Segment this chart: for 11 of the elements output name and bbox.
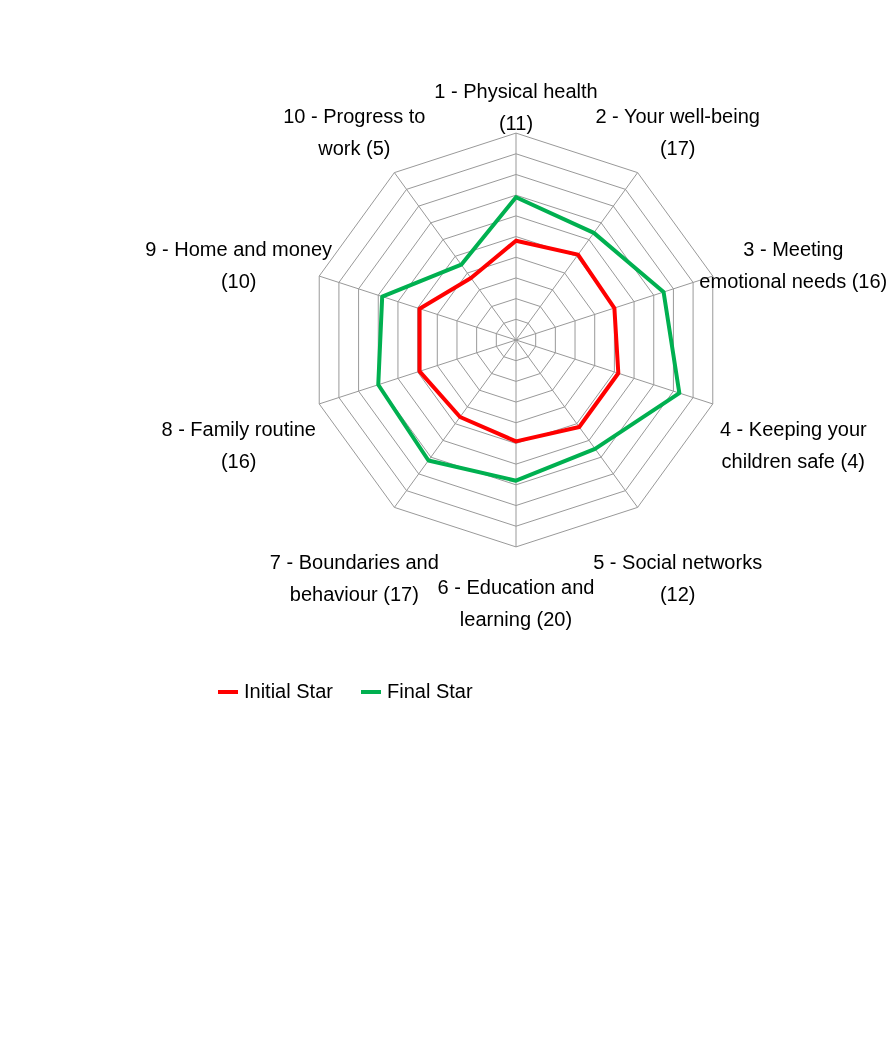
spoke-label: 2 - Your well-being (17) bbox=[595, 105, 760, 160]
spoke-label: 10 - Progress to work (5) bbox=[283, 105, 426, 160]
spoke-label: 7 - Boundaries and behaviour (17) bbox=[269, 550, 439, 605]
legend-label: Initial Star bbox=[244, 680, 334, 702]
spoke-label: 9 - Home and money (10) bbox=[145, 237, 333, 292]
spoke-label: 3 - Meeting emotional needs (16) bbox=[699, 237, 888, 292]
legend-label: Final Star bbox=[387, 680, 473, 702]
spoke-label: 5 - Social networks (12) bbox=[593, 550, 763, 605]
spoke-label: 4 - Keeping your children safe (4) bbox=[719, 418, 868, 473]
spoke-label: 6 - Education and learning (20) bbox=[437, 576, 595, 631]
spoke-label: 8 - Family routine (16) bbox=[161, 418, 316, 473]
